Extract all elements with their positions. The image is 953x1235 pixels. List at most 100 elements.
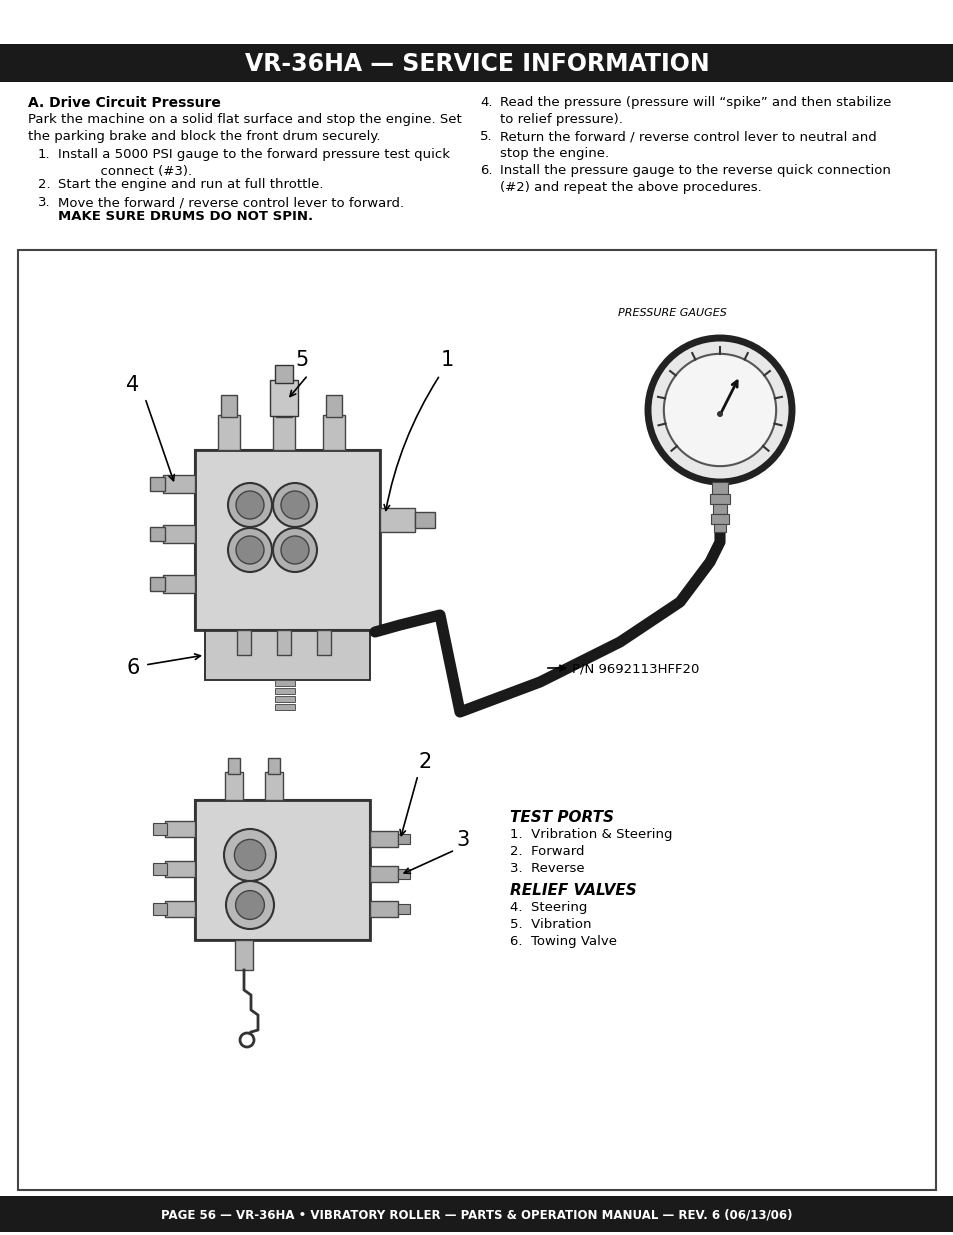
Text: P/N 9692113HFF20: P/N 9692113HFF20 [572,662,699,676]
Circle shape [663,354,776,466]
Text: 1: 1 [440,350,453,370]
Text: 3.: 3. [38,196,51,209]
Text: Start the engine and run at full throttle.: Start the engine and run at full throttl… [58,178,323,191]
Bar [709,494,729,504]
Text: VR-36HA — SERVICE INFORMATION: VR-36HA — SERVICE INFORMATION [244,52,709,77]
Text: 4.: 4. [479,96,492,109]
Bar [225,772,243,800]
Bar [228,758,240,774]
Bar [165,861,194,877]
Bar [274,704,294,710]
Bar [152,823,167,835]
Text: TEST PORTS: TEST PORTS [510,810,614,825]
Text: 6.  Towing Valve: 6. Towing Valve [510,935,617,948]
Text: 5.  Vibration: 5. Vibration [510,918,591,931]
Text: 1.: 1. [38,148,51,161]
Text: 1.  Vribration & Steering: 1. Vribration & Steering [510,827,672,841]
Circle shape [228,483,272,527]
Bar [712,504,726,514]
Bar [265,772,283,800]
Bar [370,831,397,847]
Text: A. Drive Circuit Pressure: A. Drive Circuit Pressure [28,96,221,110]
Bar [163,525,194,543]
Bar [316,630,331,655]
Bar [323,415,345,450]
Bar [0,44,953,82]
Circle shape [228,529,272,572]
Bar [274,697,294,701]
Bar [194,800,370,940]
Bar [165,902,194,918]
Bar [165,821,194,837]
Bar [713,524,725,532]
Circle shape [235,536,264,564]
Bar [370,866,397,882]
Bar [326,395,341,417]
Text: 2.: 2. [38,178,51,191]
Text: Install a 5000 PSI gauge to the forward pressure test quick
          connect (#: Install a 5000 PSI gauge to the forward … [58,148,450,178]
Bar [397,834,410,844]
Text: 4: 4 [126,375,139,395]
Bar [205,630,370,680]
Circle shape [717,411,722,417]
Text: 3.  Reverse: 3. Reverse [510,862,584,876]
Bar [163,576,194,593]
Bar [268,758,280,774]
Text: 6: 6 [126,658,139,678]
Bar [194,800,370,940]
Bar [150,577,165,592]
Bar [415,513,435,529]
Bar [150,477,165,492]
Circle shape [234,840,265,871]
Text: 2: 2 [418,752,431,772]
Bar [205,630,370,680]
Bar [194,450,379,630]
Text: 4.  Steering: 4. Steering [510,902,587,914]
Text: Park the machine on a solid flat surface and stop the engine. Set
the parking br: Park the machine on a solid flat surface… [28,112,461,143]
Bar [152,863,167,876]
Circle shape [273,529,316,572]
Text: PAGE 56 — VR-36HA • VIBRATORY ROLLER — PARTS & OPERATION MANUAL — REV. 6 (06/13/: PAGE 56 — VR-36HA • VIBRATORY ROLLER — P… [161,1209,792,1221]
Bar [218,415,240,450]
Text: PRESSURE GAUGES: PRESSURE GAUGES [618,308,726,317]
Circle shape [224,829,275,881]
Text: 6.: 6. [479,164,492,177]
Bar [275,395,292,417]
Circle shape [281,536,309,564]
Circle shape [235,492,264,519]
Bar [270,380,297,416]
Circle shape [235,890,264,919]
Bar [163,475,194,493]
Bar [221,395,236,417]
Bar [18,249,935,1191]
Text: 5: 5 [295,350,309,370]
Bar [274,680,294,685]
Bar [274,366,293,383]
Text: Install the pressure gauge to the reverse quick connection
(#2) and repeat the a: Install the pressure gauge to the revers… [499,164,890,194]
Circle shape [273,483,316,527]
Bar [234,940,253,969]
Bar [397,904,410,914]
Text: RELIEF VALVES: RELIEF VALVES [510,883,636,898]
Bar [194,450,379,630]
Text: 2.  Forward: 2. Forward [510,845,584,858]
Bar [710,514,728,524]
Text: Read the pressure (pressure will “spike” and then stabilize
to relief pressure).: Read the pressure (pressure will “spike”… [499,96,890,126]
Bar [370,902,397,918]
Text: Return the forward / reverse control lever to neutral and
stop the engine.: Return the forward / reverse control lev… [499,130,876,161]
Text: Move the forward / reverse control lever to forward.: Move the forward / reverse control lever… [58,196,404,209]
Circle shape [281,492,309,519]
Text: 3: 3 [456,830,469,850]
Circle shape [647,338,791,482]
Text: MAKE SURE DRUMS DO NOT SPIN.: MAKE SURE DRUMS DO NOT SPIN. [58,210,313,224]
Bar [273,415,294,450]
Bar [274,688,294,694]
Text: 5.: 5. [479,130,492,143]
Bar [711,482,727,494]
Bar [152,903,167,915]
Bar [276,630,291,655]
Bar [0,1195,953,1233]
Bar [379,508,415,532]
Bar [236,630,251,655]
Bar [150,527,165,541]
